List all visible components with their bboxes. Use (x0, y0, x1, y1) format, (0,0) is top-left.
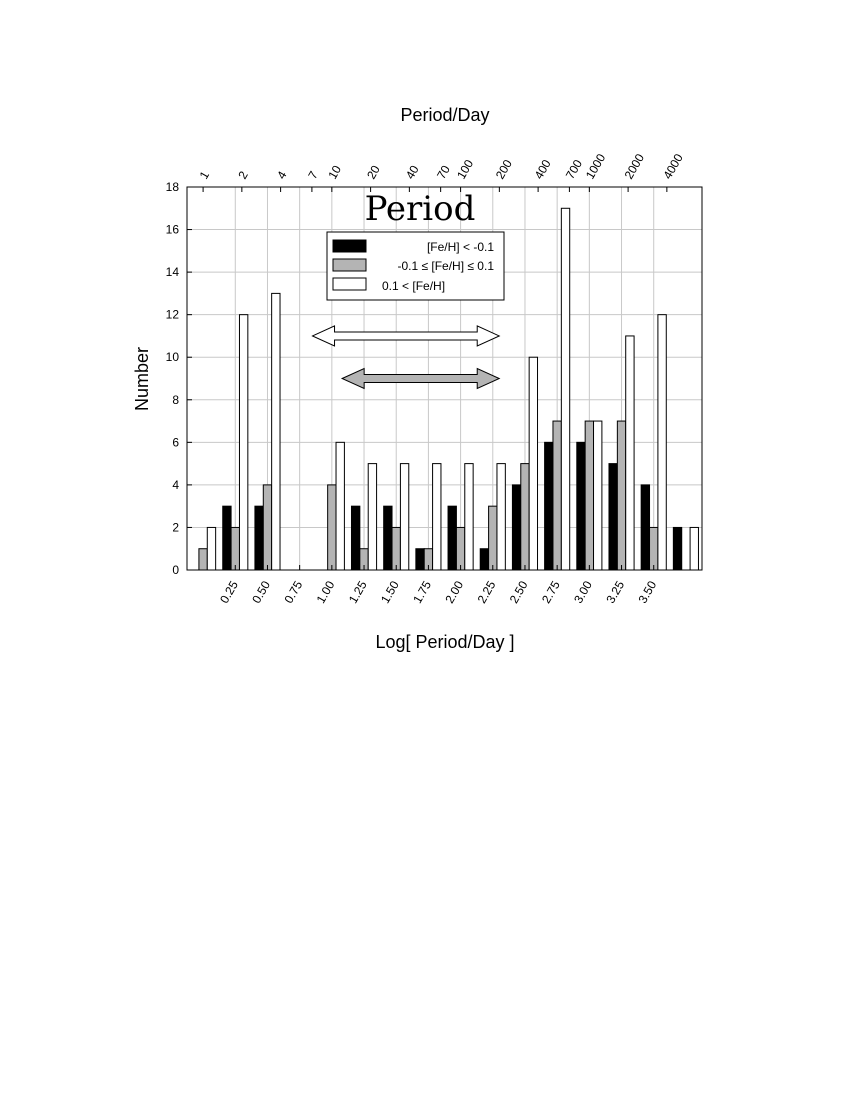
top-tick-label: 200 (493, 157, 515, 182)
top-tick-label: 2000 (622, 151, 648, 181)
y-tick-label: 8 (172, 393, 179, 407)
bar-series-1 (383, 505, 393, 571)
x-tick-label: 1.25 (346, 578, 370, 606)
x-tick-label: 0.50 (249, 578, 273, 606)
top-tick-label: 20 (364, 163, 383, 182)
top-tick-label: 2 (235, 168, 251, 181)
x-axis-title: Log[ Period/Day ] (375, 632, 514, 652)
bar-series-2 (649, 526, 659, 571)
bar-series-3 (496, 463, 506, 571)
legend-label-metal-rich: 0.1 < [Fe/H] (382, 279, 445, 293)
bar-series-1 (672, 526, 683, 571)
top-tick-label: 4 (274, 168, 290, 181)
bar-series-1 (544, 441, 554, 571)
bar-series-2 (552, 420, 562, 571)
top-tick-label: 400 (532, 157, 554, 182)
bar-series-1 (447, 505, 457, 571)
top-tick-label: 7 (305, 168, 321, 181)
x-tick-label: 2.75 (539, 578, 563, 606)
x-tick-label: 3.00 (571, 578, 595, 606)
top-tick-label: 10 (325, 163, 344, 182)
range-arrows (311, 325, 501, 390)
y-tick-label: 0 (172, 563, 179, 577)
top-tick-label: 4000 (660, 151, 686, 181)
bar-series-1 (640, 484, 651, 571)
bar-series-1 (350, 505, 361, 571)
top-tick-label: 1000 (583, 151, 609, 181)
legend-swatch-metal-rich (332, 277, 367, 291)
bar-series-1 (254, 505, 264, 571)
y-tick-label: 2 (172, 520, 179, 534)
range-arrow-2 (340, 367, 501, 390)
bar-series-2 (391, 526, 401, 571)
bar-series-2 (262, 484, 273, 571)
bar-series-3 (206, 526, 217, 571)
x-tick-label: 1.50 (378, 578, 402, 606)
top-tick-label: 70 (434, 163, 453, 182)
bar-series-3 (238, 314, 249, 571)
bar-series-1 (576, 441, 586, 571)
legend-label-metal-poor: [Fe/H] < -0.1 (427, 240, 494, 254)
x-tick-label: 1.00 (314, 578, 338, 606)
bar-series-1 (608, 463, 618, 571)
chart-title: Period (365, 189, 476, 229)
bar-series-3 (560, 207, 571, 571)
bar-series-1 (511, 484, 522, 571)
top-axis-title: Period/Day (400, 105, 489, 125)
bar-series-2 (520, 463, 530, 571)
y-tick-label: 18 (166, 180, 180, 194)
y-tick-label: 4 (172, 478, 179, 492)
x-tick-label: 3.50 (636, 578, 660, 606)
y-tick-label: 10 (166, 350, 180, 364)
range-arrow-1 (311, 325, 501, 347)
y-axis: 0 2 4 6 8 10 12 14 16 18 (166, 180, 192, 577)
x-axis-bottom: 0.25 0.50 0.75 1.00 1.25 1.50 1.75 2.00 2.25 2.50… (217, 565, 659, 606)
bar-series-2 (327, 484, 337, 571)
bar-series-3 (528, 356, 539, 571)
y-tick-label: 6 (172, 435, 179, 449)
y-tick-label: 16 (166, 223, 180, 237)
x-tick-label: 2.25 (475, 578, 499, 606)
x-tick-label: 2.50 (507, 578, 531, 606)
top-tick-label: 1 (197, 168, 213, 181)
top-tick-label: 700 (563, 157, 585, 182)
x-tick-label: 2.00 (442, 578, 466, 606)
y-tick-label: 14 (166, 265, 180, 279)
x-tick-label: 1.75 (410, 578, 434, 606)
bar-series-2 (455, 526, 466, 571)
bar-series-2 (198, 548, 208, 571)
legend-swatch-metal-poor (332, 239, 367, 253)
bar-series-1 (479, 548, 490, 571)
bar-series-3 (335, 441, 345, 571)
bar-series-2 (230, 526, 240, 571)
y-axis-title: Number (132, 347, 152, 411)
bar-series-3 (593, 420, 603, 571)
bar-series-1 (222, 505, 232, 571)
bar-series-3 (367, 463, 378, 571)
bar-series-2 (584, 420, 595, 571)
bar-series-3 (689, 526, 699, 571)
bar-series-3 (464, 463, 474, 571)
x-tick-label: 0.75 (281, 578, 305, 606)
legend-swatch-solar (332, 258, 367, 272)
bar-series-3 (399, 463, 410, 571)
bar-series-2 (488, 505, 498, 571)
y-tick-label: 12 (166, 308, 180, 322)
bar-series-3 (432, 463, 442, 571)
bar-series-3 (625, 335, 635, 571)
x-tick-label: 0.25 (217, 578, 241, 606)
bar-series-3 (657, 314, 667, 571)
bar-series-2 (616, 420, 627, 571)
top-tick-label: 100 (454, 157, 476, 182)
bar-series-1 (415, 548, 425, 571)
bar-series-3 (271, 292, 281, 571)
legend: [Fe/H] < -0.1 -0.1 ≤ [Fe/H] ≤ 0.1 0.1 < … (326, 231, 505, 301)
plot-frame (186, 186, 703, 571)
legend-label-solar: -0.1 ≤ [Fe/H] ≤ 0.1 (397, 259, 494, 273)
top-tick-label: 40 (403, 163, 422, 182)
x-tick-label: 3.25 (603, 578, 627, 606)
